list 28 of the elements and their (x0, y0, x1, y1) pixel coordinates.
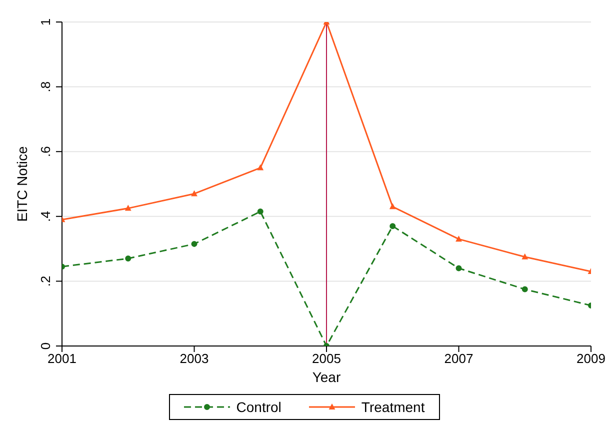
point (456, 236, 462, 242)
x-tick-label: 2009 (576, 351, 606, 366)
point (125, 256, 132, 262)
x-tick-label: 2005 (312, 351, 341, 366)
y-tick-label: .8 (38, 81, 53, 92)
point (124, 204, 132, 211)
point (257, 164, 264, 170)
point (390, 223, 396, 230)
x-tick-label: 2001 (48, 351, 76, 366)
x-axis-title: Year (312, 369, 341, 385)
legend-label: Control (235, 399, 282, 415)
point (389, 203, 396, 210)
y-tick-label: 0 (38, 342, 53, 350)
legend-label: Treatment (360, 399, 425, 415)
y-axis-title: EITC Notice (14, 146, 30, 222)
point (191, 240, 198, 247)
x-tick-label: 2003 (180, 351, 209, 366)
point (257, 208, 264, 215)
line-series (62, 22, 591, 274)
y-tick-label: .4 (38, 210, 53, 222)
x-tick-label: 2007 (444, 351, 474, 366)
point (522, 286, 528, 292)
y-tick-label: .6 (38, 146, 53, 158)
point (191, 190, 198, 196)
point (456, 265, 462, 272)
y-tick-label: 1 (38, 18, 53, 26)
point (522, 253, 528, 260)
y-tick-label: .2 (38, 276, 53, 287)
